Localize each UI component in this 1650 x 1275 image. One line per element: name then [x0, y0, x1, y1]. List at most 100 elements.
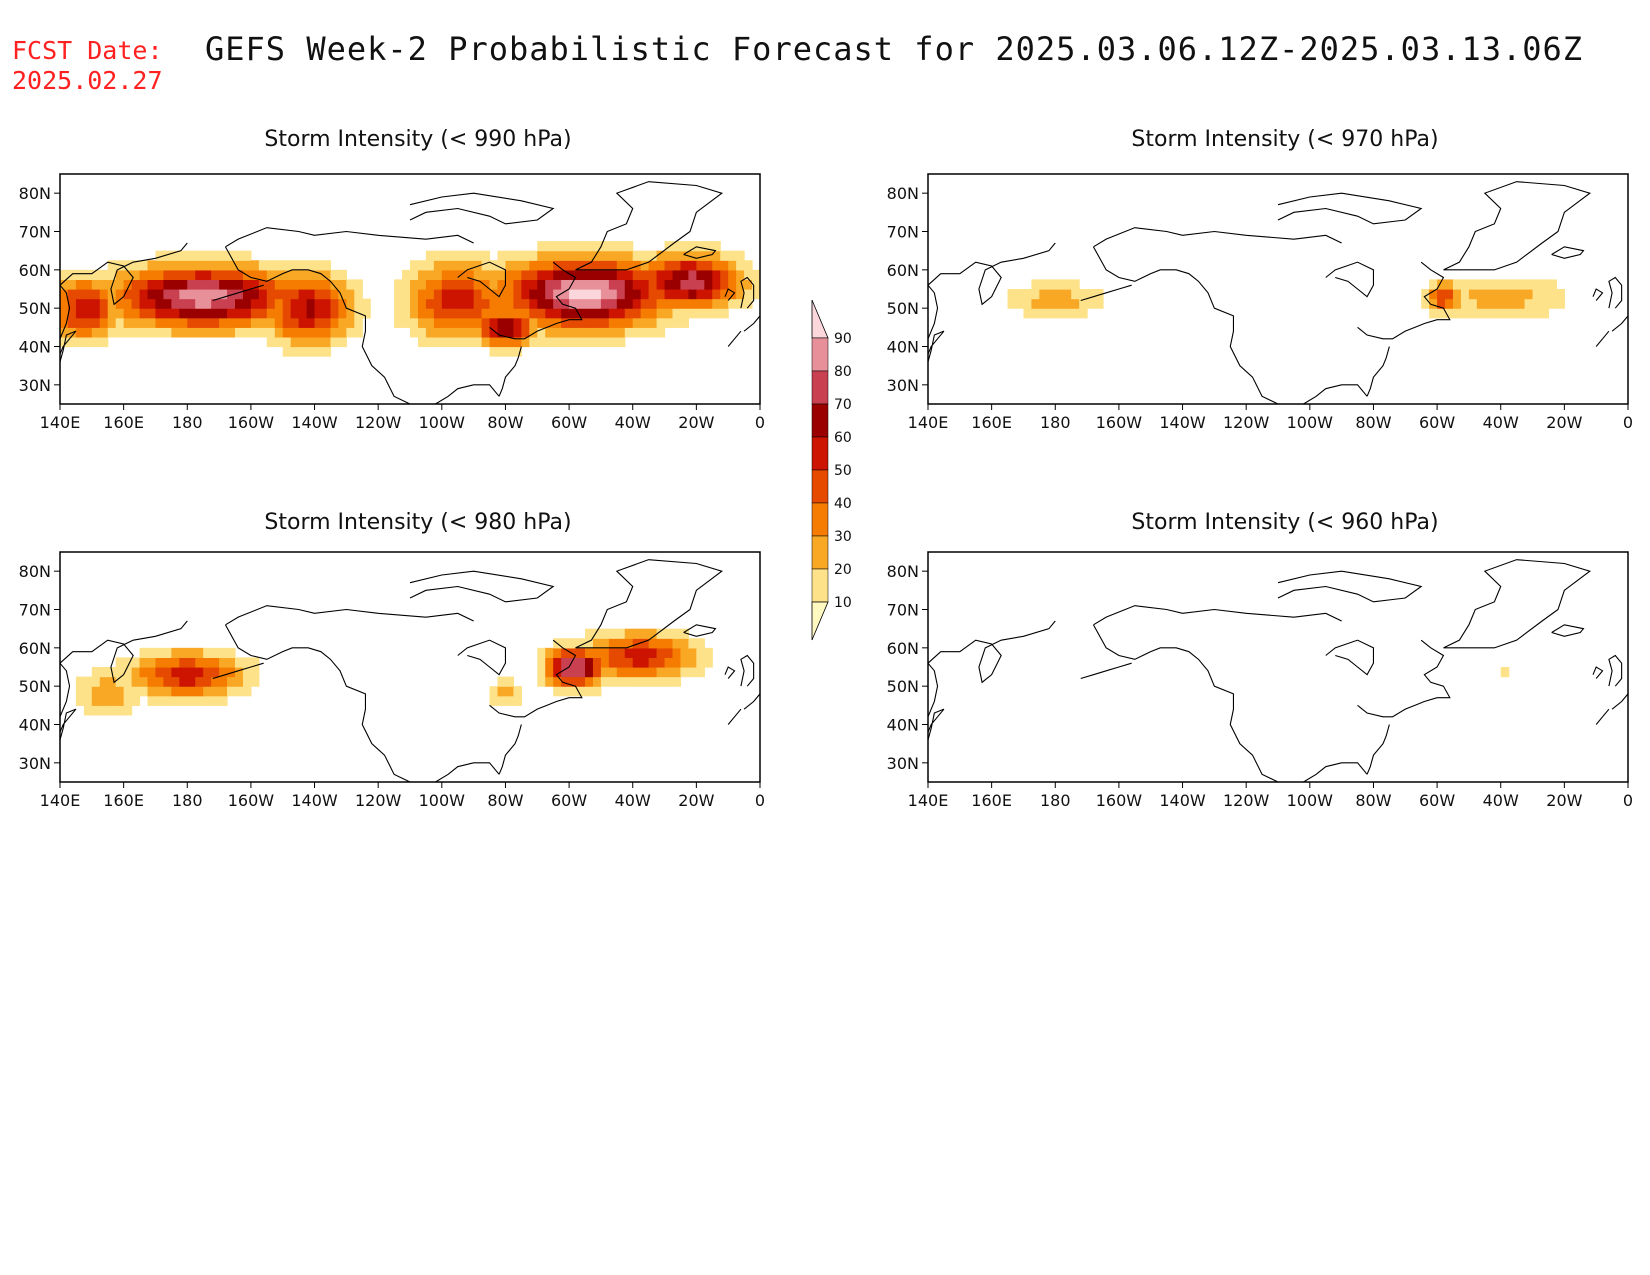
colorbar-box	[811, 403, 829, 438]
colorbar-label: 20	[834, 562, 852, 578]
lat-tick-label: 60N	[887, 639, 919, 658]
panel-title: Storm Intensity (< 960 hPa)	[1131, 510, 1438, 535]
lon-tick-label: 40W	[615, 791, 651, 810]
lat-tick-label: 50N	[887, 677, 919, 696]
lat-tick-label: 60N	[19, 639, 51, 658]
lat-tick-label: 60N	[887, 261, 919, 280]
coastlines	[928, 559, 1628, 782]
lon-tick-label: 160E	[971, 791, 1012, 810]
lon-tick-label: 160E	[103, 791, 144, 810]
lon-tick-label: 40W	[615, 413, 651, 432]
lon-tick-label: 20W	[1546, 791, 1582, 810]
colorbar-box	[811, 535, 829, 570]
lon-tick-label: 140W	[1159, 791, 1206, 810]
map-frame	[927, 551, 1629, 783]
probability-field	[75, 628, 713, 716]
coastlines	[928, 181, 1628, 404]
lat-tick-label: 70N	[887, 601, 919, 620]
panel-title: Storm Intensity (< 970 hPa)	[1131, 127, 1438, 152]
map-frame	[59, 173, 761, 405]
colorbar-box	[811, 436, 829, 471]
lat-tick-label: 80N	[887, 184, 919, 203]
lat-tick-label: 60N	[19, 261, 51, 280]
lon-tick-label: 160W	[1096, 413, 1143, 432]
lon-tick-label: 120W	[1223, 413, 1270, 432]
colorbar-label: 60	[834, 430, 852, 446]
lon-tick-label: 40W	[1483, 791, 1519, 810]
lat-tick-label: 70N	[19, 601, 51, 620]
lon-tick-label: 100W	[419, 791, 466, 810]
lat-tick-label: 30N	[19, 754, 51, 773]
lon-tick-label: 60W	[1419, 791, 1455, 810]
lon-tick-label: 140E	[908, 791, 949, 810]
lon-tick-label: 140W	[291, 413, 338, 432]
lon-tick-label: 120W	[355, 413, 402, 432]
lon-tick-label: 180	[1040, 413, 1071, 432]
colorbar-label: 30	[834, 529, 852, 545]
colorbar-label: 90	[834, 331, 852, 347]
lat-tick-label: 80N	[19, 184, 51, 203]
map-frame	[59, 551, 761, 783]
colorbar-bottom-triangle	[811, 601, 829, 641]
lon-tick-label: 180	[172, 413, 203, 432]
page-title: GEFS Week-2 Probabilistic Forecast for 2…	[205, 30, 1584, 68]
colorbar-top-triangle	[811, 299, 829, 339]
map-frame	[927, 173, 1629, 405]
lon-tick-label: 40W	[1483, 413, 1519, 432]
colorbar-label: 10	[834, 595, 852, 611]
lon-tick-label: 120W	[355, 791, 402, 810]
panel-p960: Storm Intensity (< 960 hPa) 80N 70N 60N 50N 4…	[887, 510, 1633, 810]
lon-tick-label: 160E	[971, 413, 1012, 432]
lat-tick-label: 70N	[887, 223, 919, 242]
lat-tick-label: 50N	[19, 299, 51, 318]
lat-tick-label: 50N	[887, 299, 919, 318]
fcst-label-text: FCST Date:	[12, 36, 163, 65]
lat-tick-label: 80N	[19, 562, 51, 581]
lon-tick-label: 140E	[40, 791, 81, 810]
lon-tick-label: 0	[755, 413, 765, 432]
lon-tick-label: 120W	[1223, 791, 1270, 810]
lon-tick-label: 100W	[419, 413, 466, 432]
lon-tick-label: 140E	[40, 413, 81, 432]
lon-tick-label: 160W	[228, 413, 275, 432]
lon-tick-label: 140W	[1159, 413, 1206, 432]
lat-tick-label: 40N	[887, 338, 919, 357]
lat-tick-label: 30N	[887, 376, 919, 395]
lat-tick-label: 80N	[887, 562, 919, 581]
fcst-date-label: FCST Date: 2025.02.27	[12, 36, 163, 96]
panel-title: Storm Intensity (< 980 hPa)	[264, 510, 571, 535]
lon-tick-label: 60W	[551, 791, 587, 810]
colorbar-box	[811, 337, 829, 372]
lon-tick-label: 80W	[1355, 791, 1391, 810]
lat-tick-label: 40N	[19, 338, 51, 357]
colorbar-label: 50	[834, 463, 852, 479]
lon-tick-label: 140E	[908, 413, 949, 432]
panel-p990: Storm Intensity (< 990 hPa) 80N 70N 60N 50N 4…	[19, 127, 765, 432]
lon-tick-label: 20W	[678, 791, 714, 810]
probability-field	[1500, 667, 1510, 678]
lon-tick-label: 0	[755, 791, 765, 810]
probability-field	[1007, 279, 1565, 319]
lon-tick-label: 60W	[1419, 413, 1455, 432]
lat-tick-label: 30N	[887, 754, 919, 773]
colorbar-label: 40	[834, 496, 852, 512]
lon-tick-label: 180	[172, 791, 203, 810]
lon-tick-label: 160W	[1096, 791, 1143, 810]
lon-tick-label: 20W	[1546, 413, 1582, 432]
colorbar-box	[811, 568, 829, 603]
lon-tick-label: 20W	[678, 413, 714, 432]
lon-tick-label: 140W	[291, 791, 338, 810]
colorbar-label: 70	[834, 397, 852, 413]
lat-tick-label: 40N	[887, 716, 919, 735]
lon-tick-label: 0	[1623, 791, 1633, 810]
lon-tick-label: 60W	[551, 413, 587, 432]
colorbar-box	[811, 502, 829, 537]
lon-tick-label: 80W	[487, 791, 523, 810]
lon-tick-label: 160W	[228, 791, 275, 810]
lon-tick-label: 80W	[487, 413, 523, 432]
lon-tick-label: 80W	[1355, 413, 1391, 432]
colorbar-box	[811, 469, 829, 504]
coastlines	[60, 559, 760, 782]
lon-tick-label: 0	[1623, 413, 1633, 432]
